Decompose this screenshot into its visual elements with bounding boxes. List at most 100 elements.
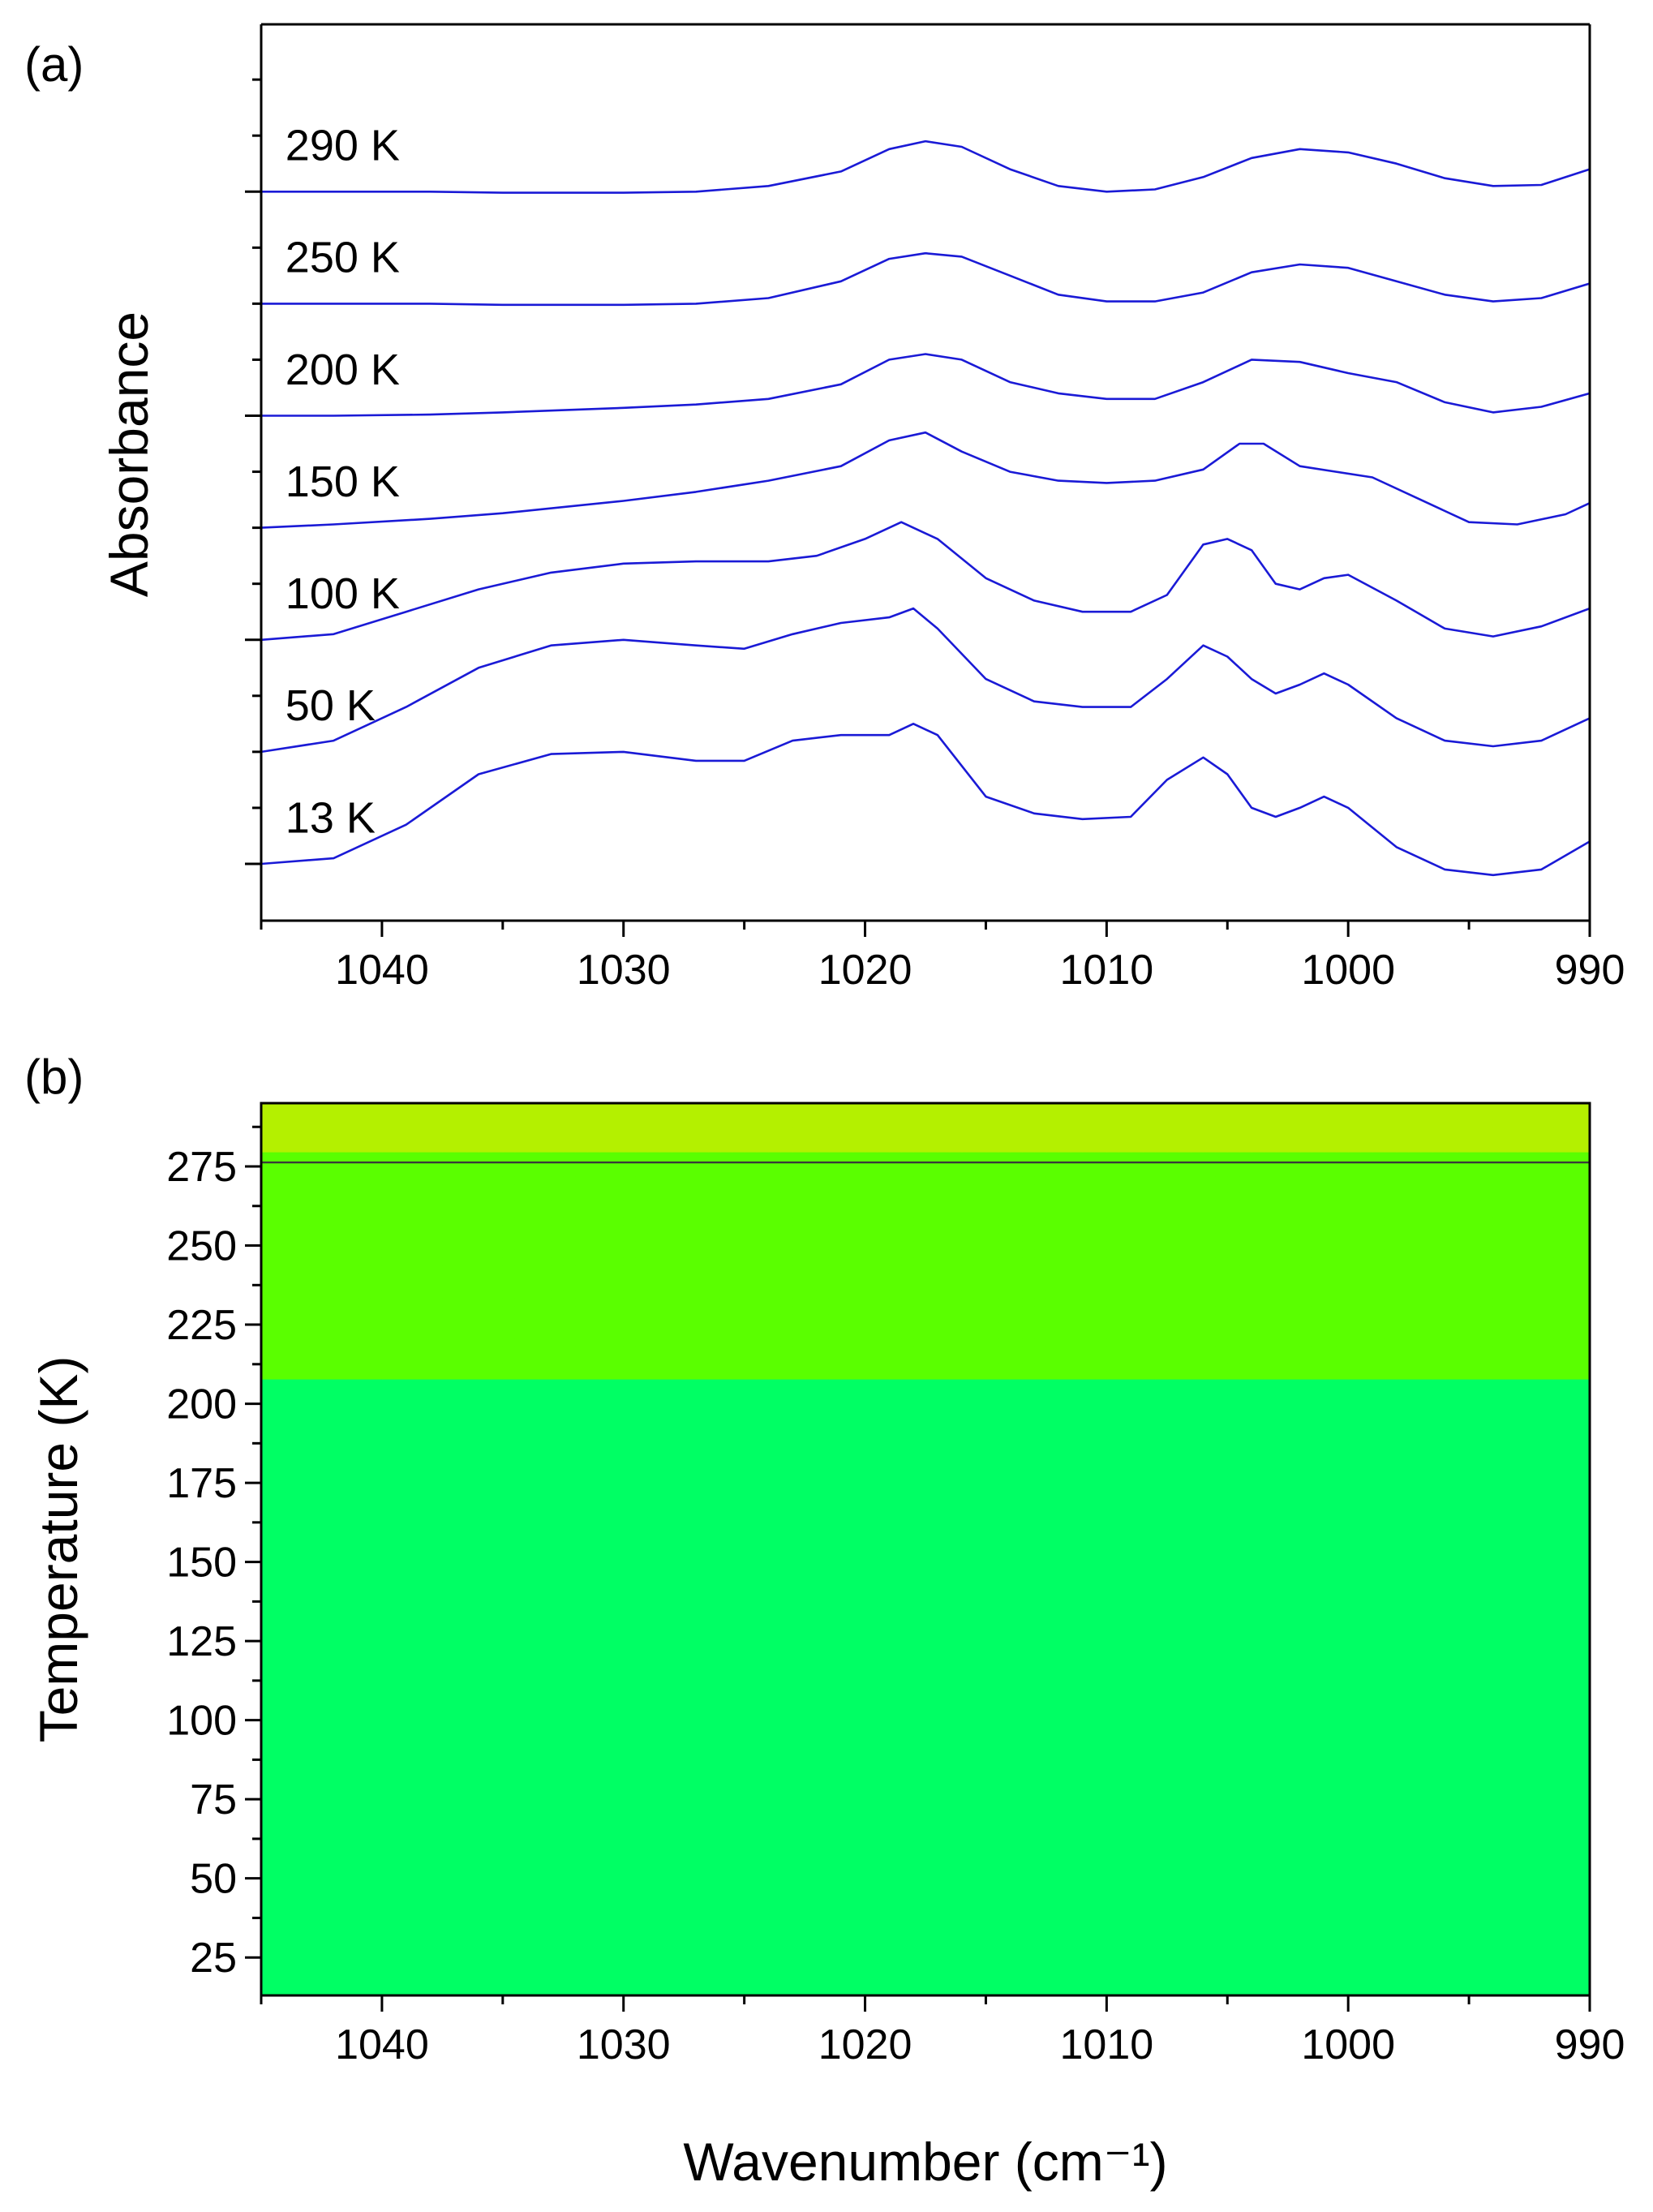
heatmap-cell bbox=[502, 1793, 516, 1802]
heatmap-cell bbox=[551, 1655, 564, 1664]
heatmap-cell bbox=[466, 1695, 479, 1704]
heatmap-cell bbox=[526, 1744, 540, 1753]
heatmap-cell bbox=[780, 1825, 793, 1834]
heatmap-cell bbox=[1505, 1663, 1518, 1672]
heatmap-cell bbox=[828, 1687, 842, 1696]
heatmap-cell bbox=[1227, 1874, 1240, 1883]
heatmap-cell bbox=[1287, 1866, 1301, 1875]
heatmap-cell bbox=[1179, 1679, 1192, 1688]
heatmap-cell bbox=[961, 1679, 975, 1688]
heatmap-cell bbox=[949, 1663, 963, 1672]
heatmap-cell bbox=[1299, 1947, 1313, 1956]
heatmap-cell bbox=[1045, 1768, 1059, 1777]
heatmap-cell bbox=[1299, 1939, 1313, 1948]
heatmap-cell bbox=[1154, 1890, 1168, 1899]
heatmap-cell bbox=[768, 1882, 781, 1891]
heatmap-cell bbox=[659, 1809, 672, 1818]
heatmap-cell bbox=[1263, 1971, 1277, 1980]
heatmap-cell bbox=[1384, 1971, 1398, 1980]
heatmap-cell bbox=[514, 1785, 528, 1793]
heatmap-cell bbox=[1492, 1639, 1506, 1647]
heatmap-cell bbox=[1565, 1736, 1578, 1745]
heatmap-cell bbox=[273, 1906, 286, 1915]
heatmap-cell bbox=[430, 1858, 443, 1866]
heatmap-cell bbox=[1384, 1760, 1398, 1769]
heatmap-cell bbox=[973, 1728, 987, 1737]
heatmap-cell bbox=[1239, 1931, 1252, 1939]
heatmap-cell bbox=[1492, 1849, 1506, 1858]
heatmap-cell bbox=[1215, 1768, 1228, 1777]
heatmap-cell bbox=[599, 1825, 612, 1834]
heatmap-cell bbox=[381, 1687, 395, 1696]
heatmap-cell bbox=[1529, 1874, 1543, 1883]
heatmap-cell bbox=[599, 1647, 612, 1656]
heatmap-cell bbox=[1360, 1939, 1373, 1948]
heatmap-cell bbox=[1118, 1663, 1131, 1672]
heatmap-cell bbox=[1348, 1687, 1361, 1696]
heatmap-cell bbox=[816, 1776, 830, 1785]
heatmap-cell bbox=[949, 1744, 963, 1753]
heatmap-cell bbox=[973, 1922, 987, 1931]
heatmap-cell bbox=[1480, 1971, 1494, 1980]
heatmap-cell bbox=[1239, 1768, 1252, 1777]
heatmap-cell bbox=[1492, 1679, 1506, 1688]
heatmap-cell bbox=[309, 1833, 323, 1842]
heatmap-cell bbox=[1070, 1760, 1084, 1769]
heatmap-cell bbox=[1082, 1898, 1096, 1907]
heatmap-cell bbox=[1384, 1898, 1398, 1907]
heatmap-cell bbox=[346, 1728, 359, 1737]
heatmap-cell bbox=[502, 1971, 516, 1980]
heatmap-cell bbox=[732, 1890, 745, 1899]
heatmap-cell bbox=[1275, 1955, 1289, 1964]
heatmap-cell bbox=[732, 1955, 745, 1964]
heatmap-cell bbox=[949, 1768, 963, 1777]
heatmap-cell bbox=[1469, 1841, 1482, 1850]
heatmap-cell bbox=[672, 1744, 685, 1753]
heatmap-cell bbox=[852, 1841, 866, 1850]
heatmap-cell bbox=[466, 1825, 479, 1834]
heatmap-cell bbox=[1215, 1874, 1228, 1883]
heatmap-cell bbox=[381, 1728, 395, 1737]
heatmap-cell bbox=[539, 1874, 552, 1883]
heatmap-cell bbox=[1445, 1971, 1458, 1980]
heatmap-cell bbox=[1034, 1728, 1047, 1737]
heatmap-cell bbox=[937, 1906, 951, 1915]
heatmap-cell bbox=[611, 1987, 625, 1995]
heatmap-cell bbox=[526, 1785, 540, 1793]
heatmap-cell bbox=[1553, 1776, 1566, 1785]
heatmap-cell bbox=[1239, 1801, 1252, 1810]
heatmap-cell bbox=[1445, 1768, 1458, 1777]
heatmap-cell bbox=[985, 1898, 998, 1907]
heatmap-cell bbox=[381, 1866, 395, 1875]
heatmap-cell bbox=[1420, 1849, 1434, 1858]
heatmap-cell bbox=[1553, 1841, 1566, 1850]
heatmap-cell bbox=[744, 1768, 758, 1777]
heatmap-cell bbox=[684, 1898, 697, 1907]
heatmap-cell bbox=[514, 1874, 528, 1883]
heatmap-cell bbox=[889, 1882, 902, 1891]
heatmap-cell bbox=[611, 1679, 625, 1688]
heatmap-cell bbox=[1457, 1703, 1470, 1712]
heatmap-cell bbox=[949, 1890, 963, 1899]
heatmap-cell bbox=[1553, 1760, 1566, 1769]
heatmap-cell bbox=[1565, 1768, 1578, 1777]
heatmap-cell bbox=[877, 1906, 890, 1915]
heatmap-cell bbox=[1469, 1939, 1482, 1948]
heatmap-cell bbox=[1239, 1703, 1252, 1712]
heatmap-cell bbox=[321, 1914, 334, 1923]
heatmap-cell bbox=[1082, 1630, 1096, 1639]
heatmap-cell bbox=[1480, 1882, 1494, 1891]
heatmap-cell bbox=[949, 1858, 963, 1866]
heatmap-cell bbox=[358, 1931, 371, 1939]
heatmap-cell bbox=[479, 1939, 492, 1948]
heatmap-cell bbox=[1396, 1987, 1410, 1995]
panel-a-x-tick-label: 1010 bbox=[1060, 947, 1154, 994]
heatmap-cell bbox=[1275, 1703, 1289, 1712]
heatmap-cell bbox=[913, 1793, 926, 1802]
heatmap-cell bbox=[358, 1703, 371, 1712]
heatmap-cell bbox=[1106, 1833, 1119, 1842]
heatmap-cell bbox=[780, 1728, 793, 1737]
heatmap-cell bbox=[707, 1939, 721, 1948]
heatmap-cell bbox=[1517, 1720, 1531, 1729]
heatmap-cell bbox=[430, 1906, 443, 1915]
